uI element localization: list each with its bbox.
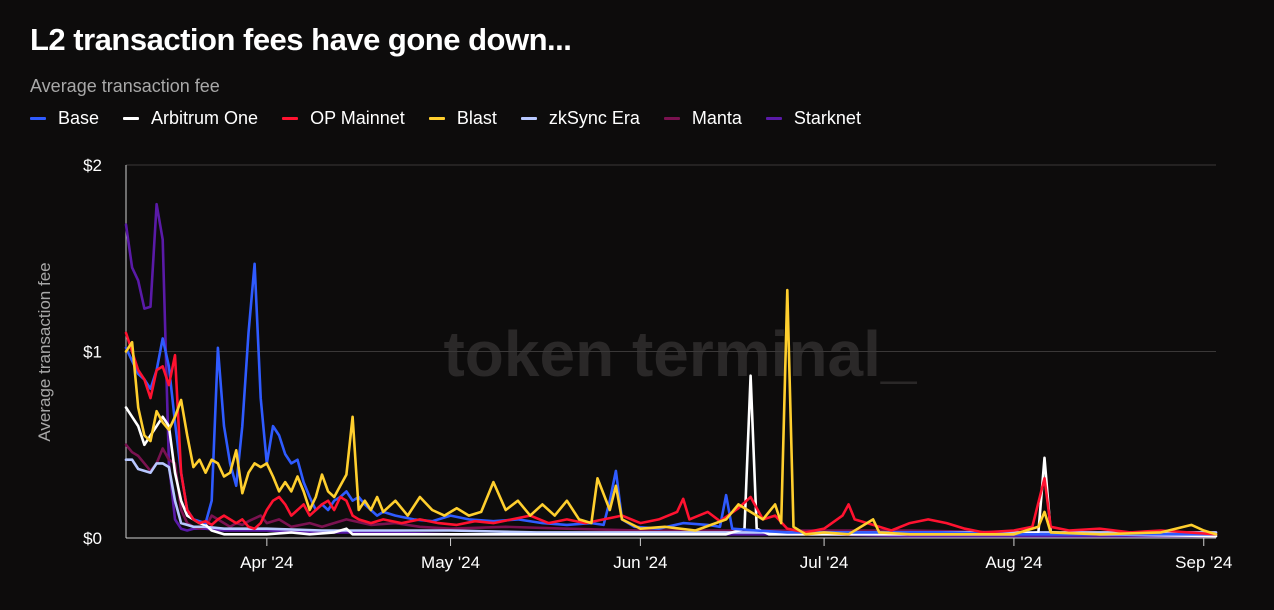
chart-subtitle: Average transaction fee — [30, 76, 220, 96]
x-tick-label: May '24 — [421, 553, 480, 572]
legend-label: Blast — [456, 108, 497, 128]
x-tick-label: Aug '24 — [985, 553, 1042, 572]
x-axis: Apr '24 May '24 Jun '24 Jul '24 Aug '24 Sep '… — [240, 538, 1232, 572]
series-line-arbitrum-one — [124, 374, 1218, 538]
legend-label: Starknet — [793, 108, 861, 128]
y-tick-label: $0 — [83, 529, 102, 548]
gridlines — [126, 164, 1216, 539]
series-line-base — [124, 262, 1218, 536]
y-tick-label: $2 — [83, 156, 102, 175]
legend-label: OP Mainnet — [310, 108, 405, 128]
legend-label: Base — [58, 108, 100, 128]
legend-swatch — [428, 117, 445, 120]
series-lines — [124, 202, 1218, 538]
legend-label: zkSync Era — [548, 108, 640, 128]
legend-item[interactable]: Blast — [428, 108, 497, 129]
series-line-manta — [124, 443, 1218, 534]
legend-item[interactable]: Base — [30, 108, 99, 129]
legend-item[interactable]: Starknet — [765, 108, 861, 129]
legend-item[interactable]: Arbitrum One — [123, 108, 258, 129]
series-line-zksync-era — [124, 458, 1218, 534]
watermark: token terminal_ — [443, 318, 917, 390]
x-tick-label: Apr '24 — [240, 553, 293, 572]
legend-label: Arbitrum One — [151, 108, 259, 128]
legend-swatch — [282, 117, 299, 120]
legend-item[interactable]: OP Mainnet — [282, 108, 405, 129]
x-tick-label: Jun '24 — [613, 553, 667, 572]
legend-swatch — [765, 117, 782, 120]
series-line-blast — [124, 288, 1218, 536]
y-tick-label: $1 — [83, 343, 102, 362]
series-line-op-mainnet — [124, 331, 1218, 536]
legend-item[interactable]: zkSync Era — [520, 108, 640, 129]
y-axis: $0 $1 $2 — [83, 156, 127, 548]
y-axis-title: Average transaction fee — [35, 262, 54, 441]
x-tick-label: Jul '24 — [800, 553, 849, 572]
legend-label: Manta — [691, 108, 742, 128]
legend-item[interactable]: Manta — [663, 108, 742, 129]
legend-swatch — [30, 117, 46, 120]
chart-title: L2 transaction fees have gone down... — [30, 22, 572, 57]
legend-swatch — [663, 117, 680, 120]
legend-swatch — [520, 117, 537, 120]
legend: Base Arbitrum One OP Mainnet Blast zkSync Er… — [30, 108, 885, 129]
x-tick-label: Sep '24 — [1175, 553, 1232, 572]
legend-swatch — [123, 117, 140, 120]
